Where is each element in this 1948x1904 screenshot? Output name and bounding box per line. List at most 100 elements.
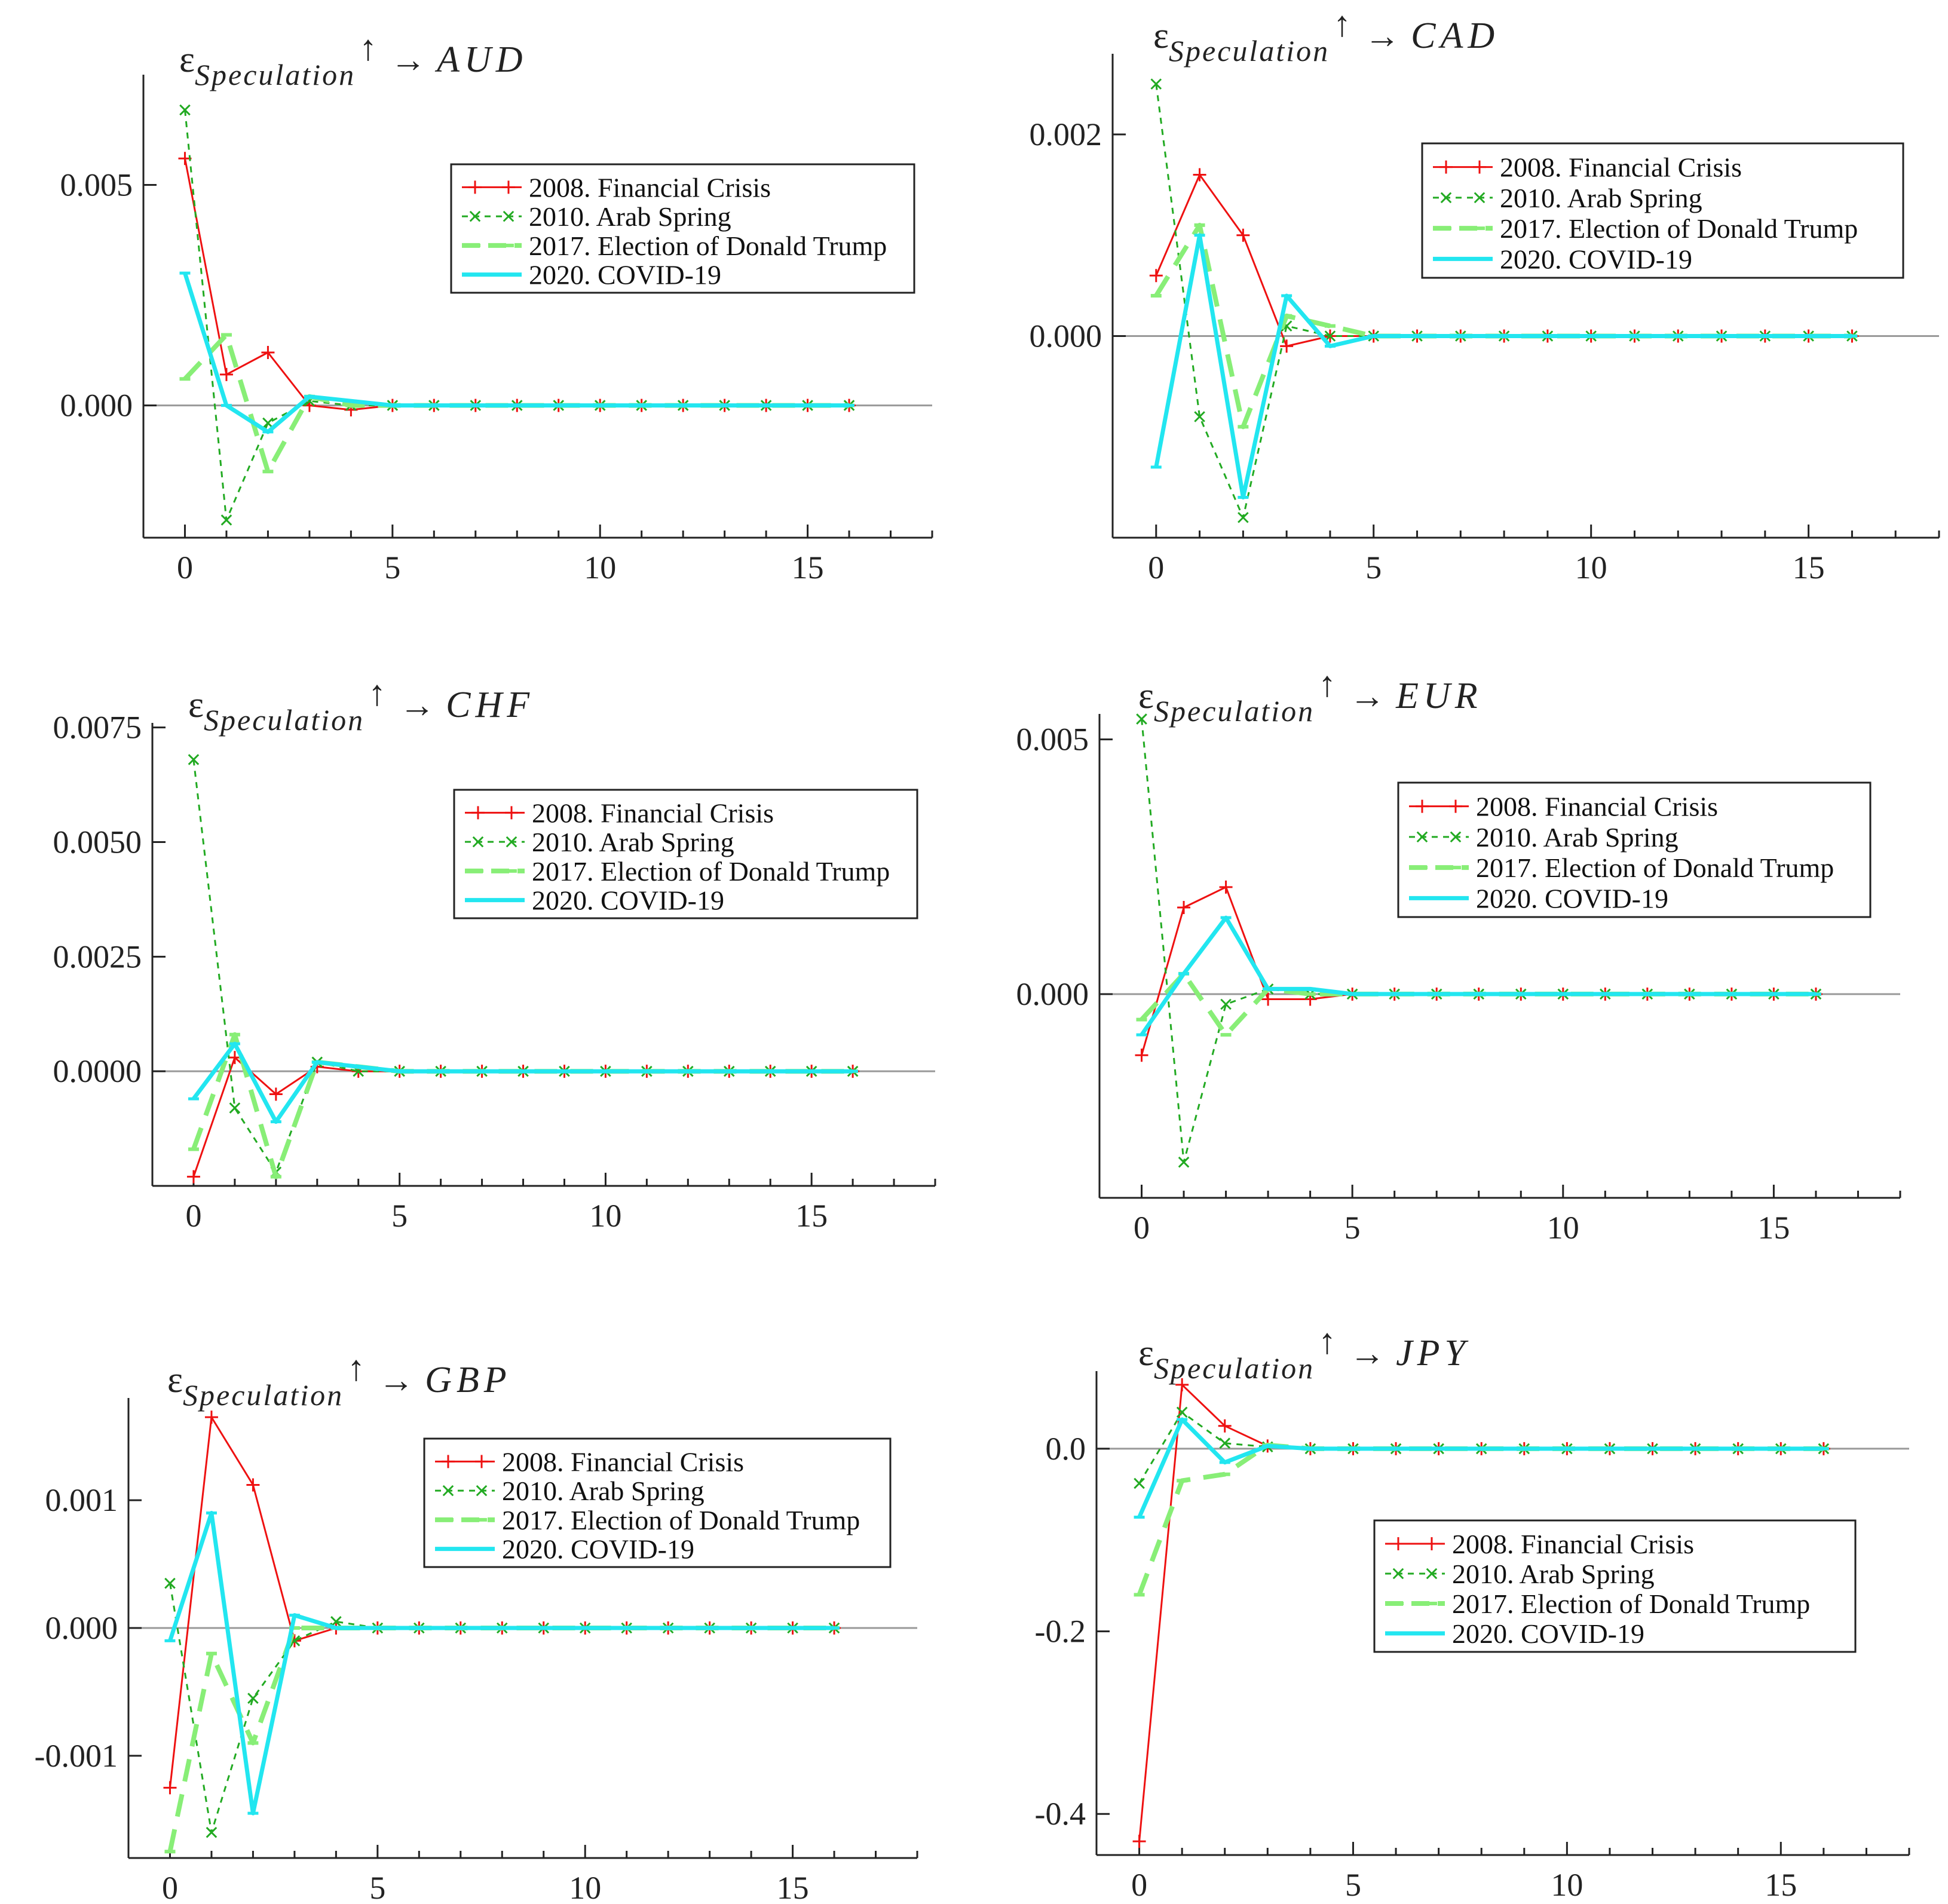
y-tick-label: 0.000	[45, 1610, 118, 1646]
data-point	[1220, 998, 1232, 1010]
data-point	[204, 1411, 218, 1424]
data-point	[206, 1826, 218, 1838]
legend-marker	[472, 836, 484, 848]
legend-marker	[1425, 1537, 1438, 1550]
data-point	[1135, 1048, 1148, 1062]
x-tick-label: 10	[1575, 550, 1607, 585]
legend-label: 2010. Arab Spring	[529, 201, 731, 232]
x-tick-label: 5	[1365, 550, 1382, 585]
data-point	[1218, 1419, 1232, 1433]
legend-marker	[502, 180, 515, 194]
y-tick-label: -0.2	[1035, 1614, 1086, 1649]
data-point	[1149, 269, 1163, 283]
x-tick-label: 0	[177, 550, 193, 585]
chart-gbp: 0 5 10 15 -0.001 0.000 0.001 εSpeculation↑ → GBP 2…	[35, 1348, 918, 1904]
chart-title: εSpeculation↑ → GBP	[167, 1348, 511, 1412]
data-point	[1194, 411, 1205, 422]
legend-marker	[1392, 1568, 1404, 1580]
chart-cad: 0 5 10 15 0.000 0.002 εSpeculation↑ → CAD 2008. F…	[1030, 4, 1940, 585]
x-tick-label: 10	[1551, 1867, 1583, 1903]
legend-label: 2017. Election of Donald Trump	[1500, 213, 1858, 244]
legend-label: 2008. Financial Crisis	[1500, 152, 1742, 183]
x-tick-label: 0	[1148, 550, 1164, 585]
chart-jpy: 0 5 10 15 -0.4 -0.2 0.0 εSpeculation↑ → JPY 2008. …	[1035, 1322, 1910, 1903]
legend-box	[1397, 781, 1872, 918]
x-tick-label: 10	[569, 1870, 601, 1904]
legend-label: 2020. COVID-19	[1476, 883, 1668, 913]
x-tick-label: 0	[1131, 1867, 1147, 1903]
data-point	[229, 1102, 241, 1114]
legend-label: 2020. COVID-19	[1500, 244, 1692, 274]
legend-label: 2008. Financial Crisis	[1476, 792, 1718, 822]
y-tick-label: 0.005	[60, 167, 133, 203]
legend-marker	[505, 806, 518, 820]
legend-marker	[471, 806, 485, 820]
data-point	[1236, 228, 1250, 242]
x-tick-label: 15	[777, 1870, 809, 1904]
x-tick-label: 10	[584, 550, 616, 585]
data-point	[1280, 339, 1294, 353]
legend-box	[1421, 142, 1904, 279]
series-line-2	[169, 1583, 835, 1834]
data-point	[1176, 1406, 1188, 1418]
legend-label: 2010. Arab Spring	[1452, 1559, 1655, 1589]
chart-title: εSpeculation↑ → CHF	[188, 673, 534, 737]
legend-label: 2020. COVID-19	[1452, 1618, 1644, 1649]
x-tick-label: 10	[1547, 1210, 1579, 1246]
legend-label: 2017. Election of Donald Trump	[532, 856, 890, 887]
y-tick-label: 0.0050	[53, 824, 142, 860]
y-tick-label: 0.000	[1016, 976, 1089, 1012]
data-point	[219, 367, 233, 381]
data-point	[188, 754, 200, 765]
x-tick-label: 15	[795, 1198, 828, 1234]
data-point	[186, 1170, 200, 1184]
data-point	[269, 1087, 283, 1101]
legend-marker	[469, 210, 481, 222]
legend-label: 2017. Election of Donald Trump	[502, 1505, 860, 1535]
x-tick-label: 15	[792, 550, 824, 585]
data-point	[261, 346, 275, 359]
legend-label: 2008. Financial Crisis	[1452, 1529, 1694, 1559]
x-tick-label: 0	[162, 1870, 178, 1904]
y-tick-label: 0.000	[1030, 318, 1102, 354]
legend-marker	[1440, 192, 1452, 204]
legend-label: 2020. COVID-19	[532, 885, 724, 916]
data-point	[164, 1577, 176, 1589]
data-point	[246, 1478, 260, 1492]
legend-marker	[506, 836, 517, 848]
legend-marker	[468, 180, 482, 194]
data-point	[1150, 78, 1162, 90]
series-line-3	[191, 1032, 853, 1179]
data-point	[1175, 1378, 1189, 1391]
data-point	[179, 104, 191, 116]
legend-marker	[1439, 160, 1453, 174]
data-point	[1136, 713, 1147, 725]
x-tick-label: 5	[1344, 1210, 1361, 1246]
y-tick-label: 0.005	[1016, 722, 1089, 758]
legend-marker	[1416, 831, 1428, 843]
legend-marker	[442, 1455, 455, 1468]
legend-label: 2008. Financial Crisis	[529, 172, 771, 203]
x-tick-label: 15	[1793, 550, 1825, 585]
legend-label: 2020. COVID-19	[529, 260, 721, 290]
data-point	[247, 1693, 259, 1704]
data-point	[1132, 1835, 1146, 1848]
legend-label: 2010. Arab Spring	[1476, 822, 1679, 853]
chart-title: εSpeculation↑ → CAD	[1153, 4, 1499, 68]
data-point	[220, 514, 232, 526]
x-tick-label: 5	[369, 1870, 385, 1904]
data-point	[1193, 168, 1206, 182]
y-tick-label: 0.0025	[53, 939, 142, 974]
chart-title: εSpeculation↑ → AUD	[179, 28, 528, 91]
y-tick-label: 0.000	[60, 388, 133, 424]
legend-box	[423, 1437, 892, 1568]
chart-eur: 0 5 10 15 0.000 0.005 εSpeculation↑ → EUR 2008. F…	[1016, 664, 1901, 1246]
legend-marker	[1392, 1537, 1405, 1550]
legend-label: 2008. Financial Crisis	[502, 1446, 744, 1477]
